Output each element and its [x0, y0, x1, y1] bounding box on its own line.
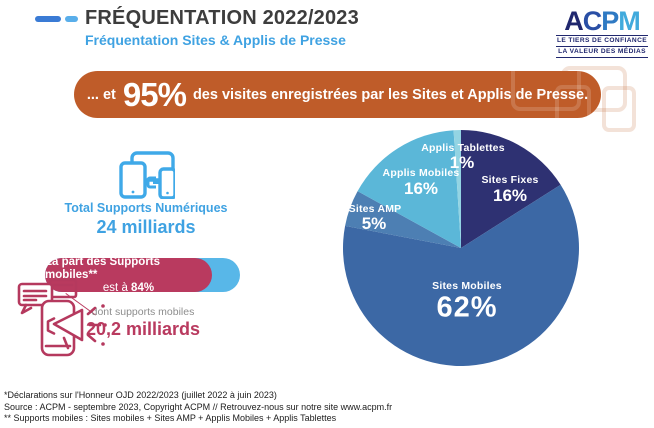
banner-prefix: ... et	[86, 86, 116, 103]
pie-value-sites-mobiles: 62%	[436, 291, 498, 324]
pie-chart	[343, 130, 579, 366]
banner-suffix: des visites enregistrées par les Sites e…	[192, 86, 589, 103]
pie-slice-applis-tablettes	[453, 130, 461, 248]
mobile-share-gauge-fill: La part des Supports mobiles** est à 84%	[45, 255, 212, 294]
pie-value-sites-amp: 5%	[361, 214, 387, 233]
page-title: FRÉQUENTATION 2022/2023	[85, 7, 359, 29]
pie-label-applis-mobiles: Applis Mobiles	[382, 167, 460, 179]
footer-line-3: ** Supports mobiles : Sites mobiles + Si…	[4, 413, 337, 423]
acpm-logo-wordmark: ACPM	[564, 6, 640, 36]
pie-slice-applis-mobiles	[357, 130, 461, 248]
dashes-icon	[35, 15, 79, 23]
footer-line-1: *Déclarations sur l'Honneur OJD 2022/202…	[4, 390, 277, 400]
logo-tagline-1: LE TIERS DE CONFIANCE	[556, 36, 648, 47]
gauge-percent: 84%	[131, 281, 155, 294]
total-supports-value: 24 milliards	[96, 217, 196, 237]
total-supports-label: Total Supports Numériques	[64, 201, 228, 215]
gauge-line1: La part des Supports mobiles**	[45, 255, 161, 281]
footer-notes: *Déclarations sur l'Honneur OJD 2022/202…	[4, 390, 392, 425]
acpm-logo: ACPM LE TIERS DE CONFIANCE LA VALEUR DES…	[556, 8, 648, 58]
headline-banner: ... et 95% des visites enregistrées par …	[74, 71, 601, 118]
page-subtitle: Fréquentation Sites & Applis de Presse	[85, 32, 346, 48]
pie-label-applis-tablettes: Applis Tablettes	[421, 142, 505, 154]
devices-watermark-icon	[511, 71, 591, 118]
pie-slice-sites-fixes	[461, 130, 561, 248]
pie-slice-sites-amp	[345, 191, 461, 248]
pie-label-sites-amp: Sites AMP	[348, 203, 402, 215]
mobile-supports-value: 20,2 milliards	[85, 319, 201, 339]
banner-highlight-percent: 95%	[122, 75, 187, 113]
mobile-supports-note: dont supports mobiles	[91, 306, 195, 318]
phone-megaphone-icon	[17, 278, 107, 357]
pie-label-sites-mobiles: Sites Mobiles	[432, 280, 502, 292]
footer-line-2: Source : ACPM - septembre 2023, Copyrigh…	[4, 401, 393, 412]
mobile-share-gauge: La part des Supports mobiles** est à 84%	[45, 255, 240, 294]
pie-value-applis-mobiles: 16%	[403, 179, 439, 198]
gauge-line2: est à 84%	[102, 281, 155, 294]
pie-value-sites-fixes: 16%	[492, 186, 528, 205]
pie-slice-sites-mobiles	[343, 184, 579, 366]
pie-label-sites-fixes: Sites Fixes	[481, 174, 539, 186]
logo-tagline-2: LA VALEUR DES MÉDIAS	[556, 47, 648, 58]
pie-value-applis-tablettes: 1%	[449, 153, 475, 172]
digital-devices-icon	[119, 151, 175, 199]
